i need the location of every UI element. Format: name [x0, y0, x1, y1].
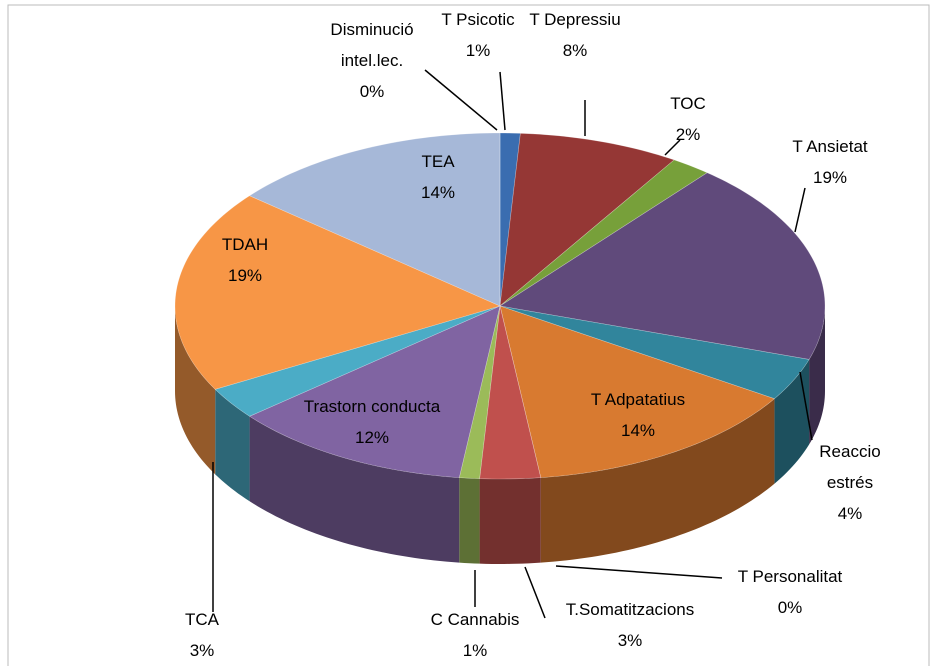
slice-label: T Adpatatius 14%: [568, 384, 708, 446]
category-label: T.Somatitzacions: [565, 600, 695, 619]
category-label: Disminució intel.lec.: [330, 20, 414, 70]
pie-slice: [499, 172, 826, 360]
slice-label: TOC 2%: [648, 88, 728, 150]
slice-label: T Personalitat 0%: [720, 561, 860, 623]
pie-slice-side: [459, 477, 480, 564]
value-label: 12%: [354, 428, 390, 447]
value-label: 0%: [777, 598, 803, 617]
value-label: 1%: [462, 641, 488, 660]
pie-slice-side: [809, 306, 825, 445]
category-label: T Personalitat: [737, 567, 843, 586]
slice-label: T Depressiu 8%: [510, 4, 640, 66]
leader-line: [794, 187, 806, 233]
value-label: 14%: [620, 421, 656, 440]
pie-slice: [174, 195, 501, 390]
category-label: T Depressiu: [529, 10, 621, 29]
category-label: Reaccio estrés: [819, 442, 881, 492]
pie-slice-side: [175, 306, 216, 475]
slice-label: TCA 3%: [162, 604, 242, 666]
pie-slice-side: [479, 477, 541, 564]
slice-label: T Psicotic 1%: [418, 4, 538, 66]
category-label: TDAH: [221, 235, 269, 254]
pie-slice: [499, 305, 776, 478]
value-label: 19%: [812, 168, 848, 187]
leader-line: [424, 69, 498, 131]
pie-slice-side: [215, 389, 250, 502]
category-label: TEA: [421, 152, 455, 171]
pie-slice-side: [774, 359, 810, 484]
leader-line: [799, 371, 813, 441]
leader-line: [524, 566, 546, 619]
leader-line: [499, 71, 506, 131]
value-label: 3%: [617, 631, 643, 650]
chart-border: [7, 4, 930, 666]
category-label: T Adpatatius: [590, 390, 686, 409]
value-label: 14%: [420, 183, 456, 202]
value-label: 1%: [465, 41, 491, 60]
value-label: 8%: [562, 41, 588, 60]
pie-slice: [214, 305, 501, 417]
leader-line: [664, 139, 681, 156]
category-label: C Cannabis: [430, 610, 520, 629]
value-label: 19%: [227, 266, 263, 285]
pie-slice: [248, 132, 501, 307]
category-label: TOC: [670, 94, 706, 113]
slice-label: C Cannabis 1%: [410, 604, 540, 666]
category-label: Trastorn conducta: [303, 397, 441, 416]
slice-label: Trastorn conducta 12%: [277, 391, 467, 453]
value-label: 2%: [675, 125, 701, 144]
slice-label: Reaccio estrés 4%: [810, 436, 890, 529]
slice-label: T.Somatitzacions 3%: [545, 594, 715, 656]
slice-label: Disminució intel.lec. 0%: [317, 14, 427, 107]
value-label: 4%: [837, 504, 863, 523]
slice-label: T Ansietat 19%: [770, 131, 890, 193]
value-label: 3%: [189, 641, 215, 660]
slice-label: TEA 14%: [398, 146, 478, 208]
pie-slice: [499, 133, 675, 307]
pie-slice: [248, 305, 501, 478]
pie-slice: [499, 305, 810, 400]
category-label: T Ansietat: [792, 137, 868, 156]
value-label: 0%: [359, 82, 385, 101]
pie-slice: [458, 305, 501, 479]
category-label: TCA: [185, 610, 219, 629]
pie-slice: [499, 159, 708, 307]
pie-slice: [479, 305, 542, 480]
pie-slice-side: [540, 398, 775, 563]
leader-lines: [212, 69, 813, 619]
slice-label: TDAH 19%: [205, 229, 285, 291]
pie-slice-side: [249, 416, 460, 563]
leader-line: [555, 565, 723, 579]
category-label: T Psicotic: [441, 10, 515, 29]
